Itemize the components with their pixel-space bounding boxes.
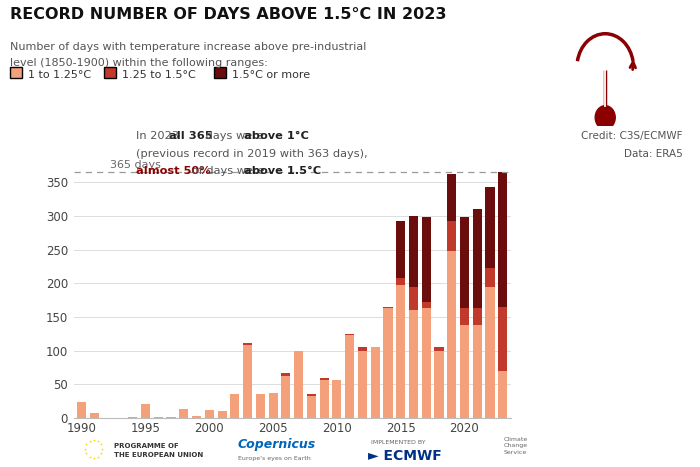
Bar [498,371,508,418]
Bar [345,334,354,335]
Bar [485,287,494,418]
Bar [167,417,176,418]
Bar [281,373,290,376]
Bar [269,393,278,418]
Text: level (1850-1900) within the following ranges:: level (1850-1900) within the following r… [10,58,267,68]
Bar [396,221,405,278]
Text: Credit: C3S/ECMWF: Credit: C3S/ECMWF [581,131,682,141]
Bar [409,287,418,310]
Bar [281,376,290,418]
Bar [319,380,329,418]
Text: THE EUROPEAN UNION: THE EUROPEAN UNION [114,452,204,458]
Text: In 2023: In 2023 [136,131,183,141]
Bar [434,351,444,418]
Text: almost 50%: almost 50% [136,166,211,176]
Text: 1.25 to 1.5°C: 1.25 to 1.5°C [122,70,195,80]
Text: 1.5°C or more: 1.5°C or more [232,70,310,80]
Bar [460,325,469,418]
Text: Europe's eyes on Earth: Europe's eyes on Earth [238,456,311,461]
Bar [307,396,316,418]
Bar [141,404,150,418]
Bar [204,410,214,418]
Bar [434,347,444,351]
Bar [243,345,252,418]
Bar [256,395,265,418]
Bar [485,268,494,287]
Bar [154,417,163,418]
Text: days were: days were [202,131,267,141]
Text: RECORD NUMBER OF DAYS ABOVE 1.5°C IN 2023: RECORD NUMBER OF DAYS ABOVE 1.5°C IN 202… [10,7,447,22]
Bar [447,221,456,251]
Bar [396,285,405,418]
Bar [294,351,303,418]
Bar [421,302,430,308]
Text: PROGRAMME OF: PROGRAMME OF [114,443,179,449]
Text: 1 to 1.25°C: 1 to 1.25°C [28,70,91,80]
Bar [218,411,227,418]
Bar [319,378,329,380]
Bar [460,308,469,325]
Bar [421,217,430,302]
Bar [230,394,239,418]
Bar [473,209,482,308]
Text: Data: ERA5: Data: ERA5 [624,149,682,159]
Bar [345,335,354,418]
Bar [332,380,342,418]
Text: Copernicus: Copernicus [238,438,316,451]
Bar [460,217,469,308]
Circle shape [595,106,615,129]
Bar [447,174,456,221]
Bar [447,251,456,418]
Text: above 1.5°C: above 1.5°C [244,166,321,176]
Text: 365 days: 365 days [110,160,161,170]
Bar [243,343,252,345]
Text: above 1°C: above 1°C [244,131,309,141]
Bar [396,278,405,285]
Bar [384,307,393,308]
Bar [498,172,508,307]
Text: of days were: of days were [188,166,267,176]
Text: all 365: all 365 [169,131,212,141]
Bar [421,308,430,418]
Text: IMPLEMENTED BY: IMPLEMENTED BY [371,440,426,445]
Bar [409,216,418,287]
Bar [179,409,188,418]
Bar [307,394,316,396]
Bar [77,403,86,418]
Bar [485,187,494,268]
Bar [358,351,367,418]
Bar [358,347,367,351]
Bar [90,413,99,418]
Text: ► ECMWF: ► ECMWF [368,449,441,463]
Text: (previous record in 2019 with 363 days),: (previous record in 2019 with 363 days), [136,149,368,158]
Bar [384,308,393,418]
Bar [473,325,482,418]
Bar [498,307,508,371]
Text: Number of days with temperature increase above pre-industrial: Number of days with temperature increase… [10,42,366,52]
Bar [473,308,482,325]
Bar [192,416,201,418]
Bar [128,417,137,418]
Bar [409,310,418,418]
Text: Climate
Change
Service: Climate Change Service [504,437,528,455]
Bar [370,347,379,418]
